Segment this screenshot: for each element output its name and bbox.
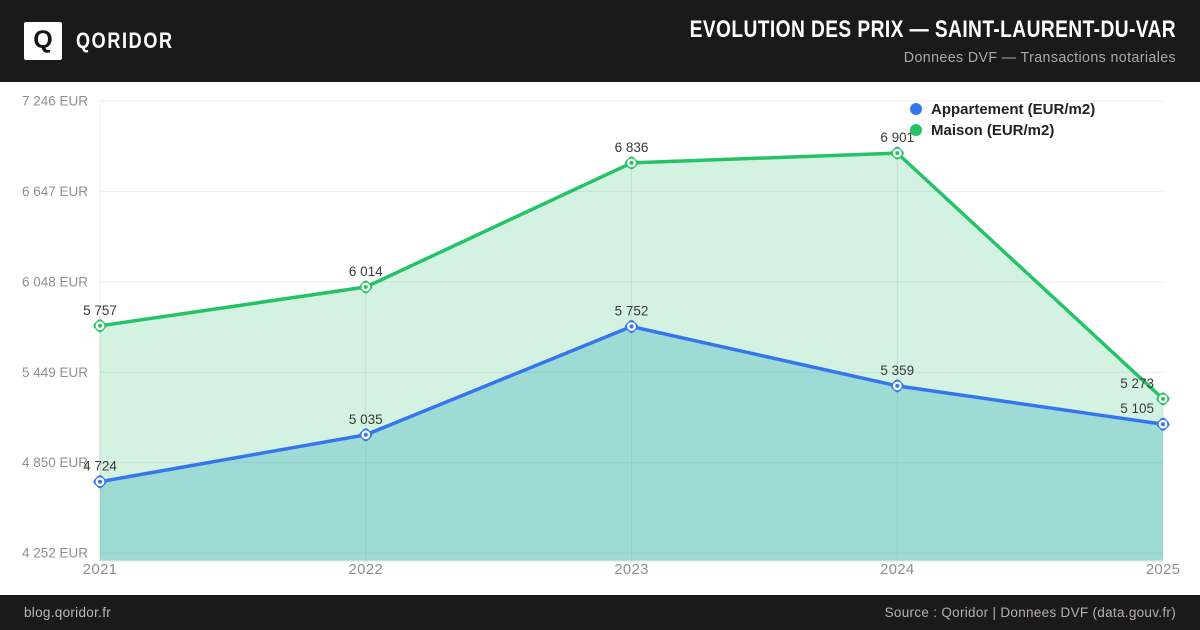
legend-label: Appartement (EUR/m2) [931, 100, 1096, 118]
chart-legend: Appartement (EUR/m2) Maison (EUR/m2) [910, 100, 1095, 139]
svg-text:5 752: 5 752 [615, 304, 649, 319]
qoridor-logo-icon: Q [24, 22, 62, 60]
brand-name: QORIDOR [76, 28, 174, 53]
svg-text:5 449 EUR: 5 449 EUR [22, 365, 88, 380]
svg-text:5 757: 5 757 [83, 303, 117, 318]
brand: Q QORIDOR [24, 22, 195, 60]
footer-site-url: blog.qoridor.fr [24, 605, 112, 620]
svg-text:4 724: 4 724 [83, 459, 117, 474]
page-title: EVOLUTION DES PRIX — SAINT-LAURENT-DU-VA… [689, 16, 1176, 43]
svg-text:2025: 2025 [1146, 561, 1181, 578]
svg-text:6 048 EUR: 6 048 EUR [22, 274, 88, 289]
header-titles: EVOLUTION DES PRIX — SAINT-LAURENT-DU-VA… [568, 16, 1176, 66]
svg-text:6 647 EUR: 6 647 EUR [22, 184, 88, 199]
appartement-dot-icon [910, 103, 922, 115]
svg-text:7 246 EUR: 7 246 EUR [22, 94, 88, 109]
svg-text:6 836: 6 836 [615, 140, 649, 155]
legend-label: Maison (EUR/m2) [931, 121, 1055, 139]
svg-text:5 359: 5 359 [880, 363, 914, 378]
logo-letter: Q [33, 25, 53, 54]
svg-text:5 273: 5 273 [1120, 376, 1154, 391]
svg-text:4 252 EUR: 4 252 EUR [22, 546, 88, 561]
chart-section: 4 252 EUR 4 850 EUR 5 449 EUR 6 048 EUR 6 64… [0, 82, 1200, 595]
maison-dot-icon [910, 124, 922, 136]
svg-text:2023: 2023 [614, 561, 649, 578]
price-evolution-chart: 4 252 EUR 4 850 EUR 5 449 EUR 6 048 EUR 6 64… [22, 94, 1181, 579]
svg-text:2021: 2021 [83, 561, 118, 578]
svg-text:5 035: 5 035 [349, 412, 383, 427]
svg-text:4 850 EUR: 4 850 EUR [22, 455, 88, 470]
svg-text:2022: 2022 [349, 561, 384, 578]
header: Q QORIDOR EVOLUTION DES PRIX — SAINT-LAU… [0, 0, 1200, 82]
svg-text:6 014: 6 014 [349, 264, 383, 279]
footer-source: Source : Qoridor | Donnees DVF (data.gou… [884, 605, 1176, 620]
page-subtitle: Donnees DVF — Transactions notariales [903, 49, 1176, 66]
legend-item-maison: Maison (EUR/m2) [910, 121, 1095, 139]
footer: blog.qoridor.fr Source : Qoridor | Donne… [0, 595, 1200, 630]
svg-text:6 901: 6 901 [880, 130, 914, 145]
svg-text:5 105: 5 105 [1120, 401, 1154, 416]
svg-text:2024: 2024 [880, 561, 915, 578]
legend-item-appartement: Appartement (EUR/m2) [910, 100, 1095, 118]
